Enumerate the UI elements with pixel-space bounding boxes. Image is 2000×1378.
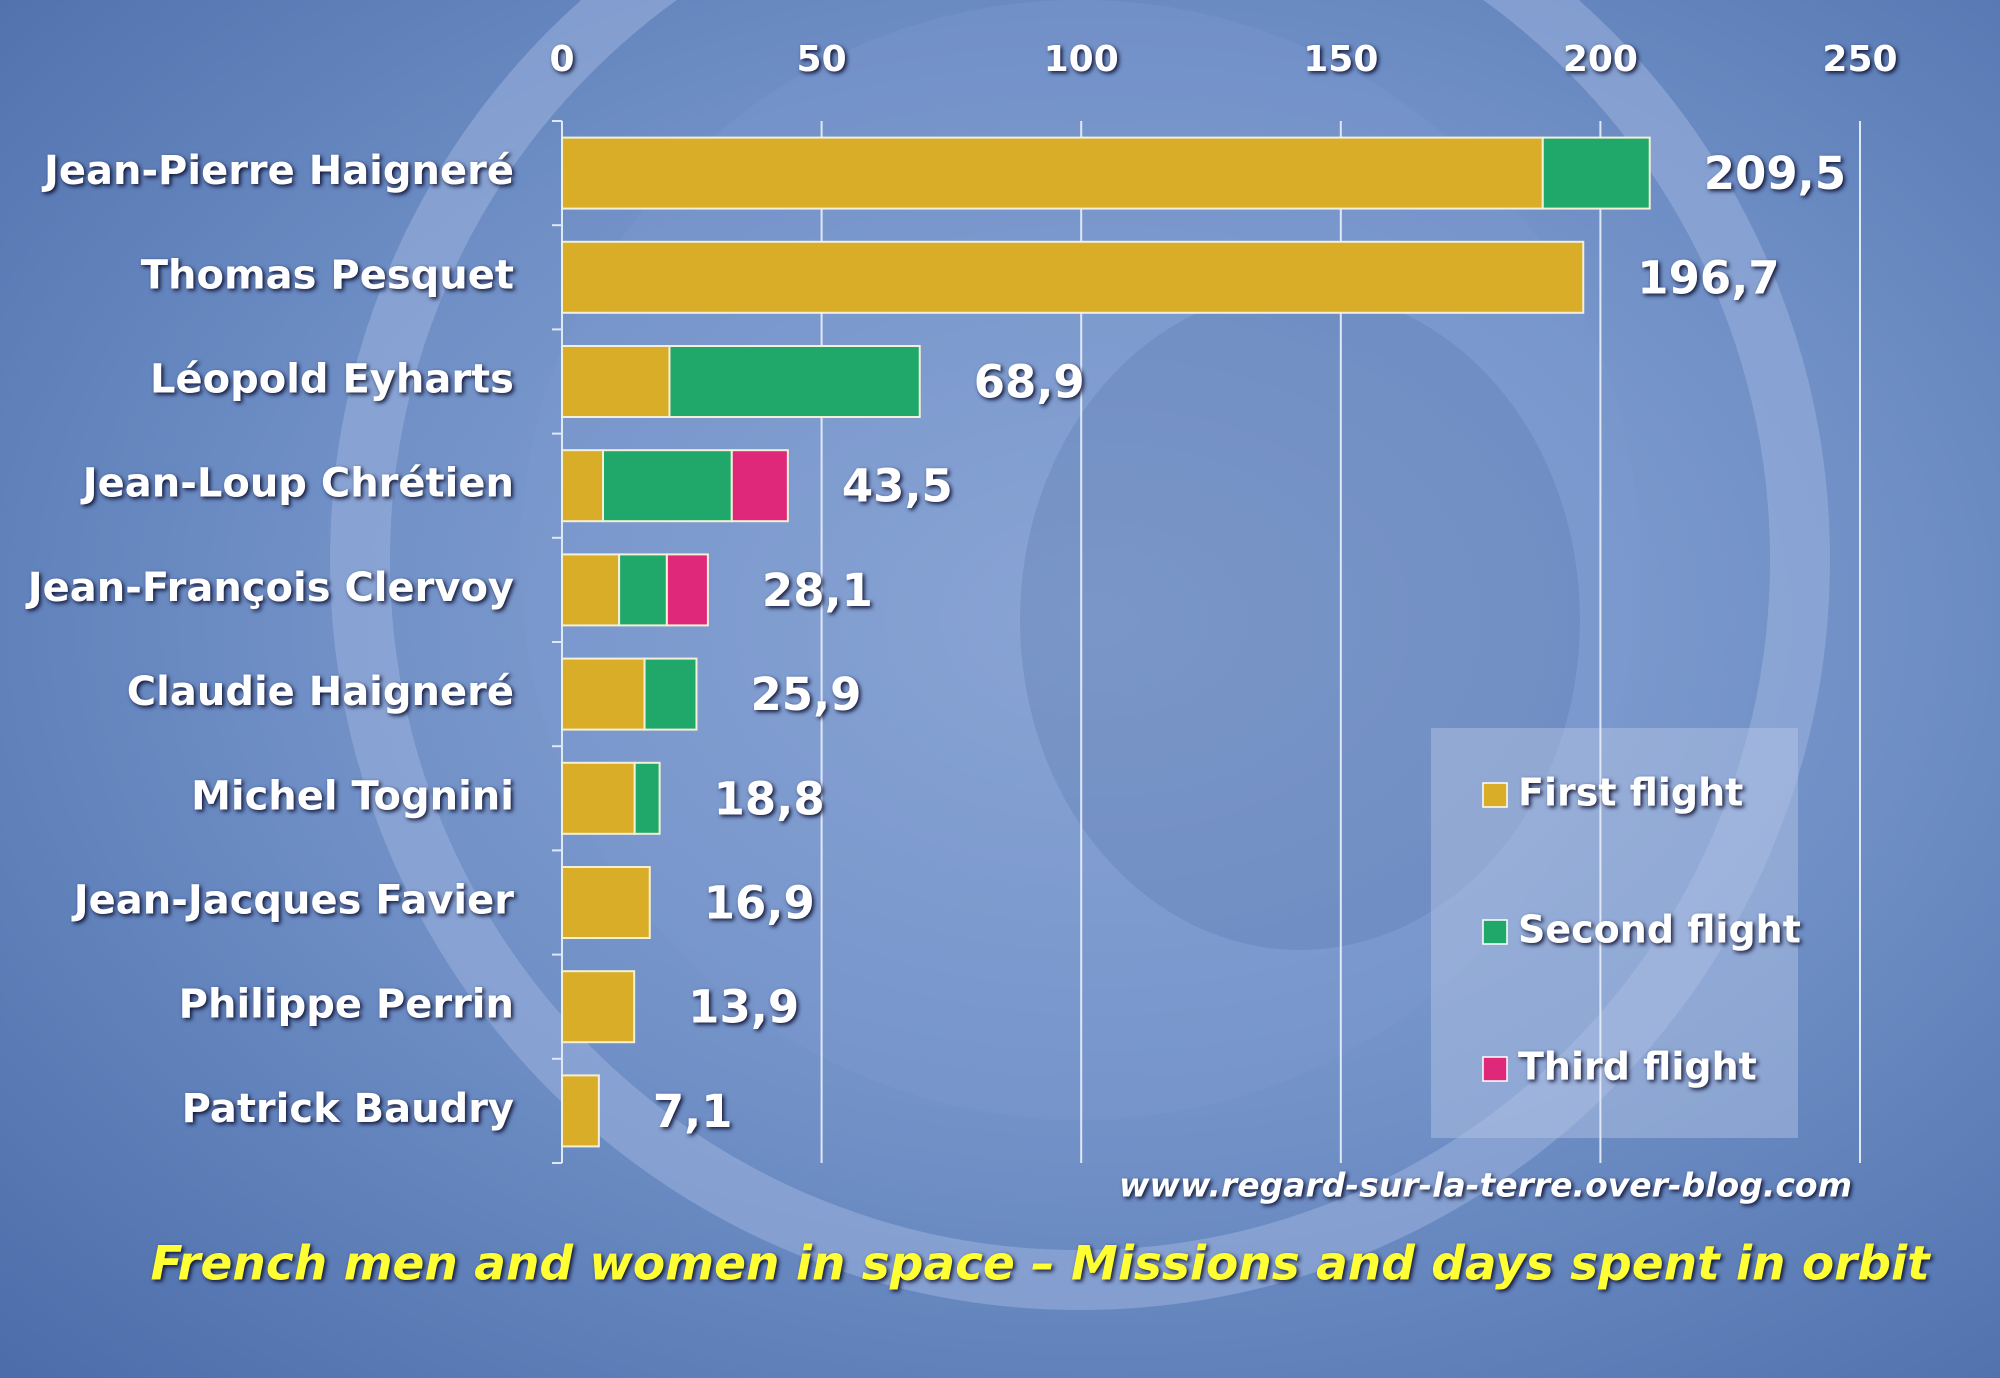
x-tick-label: 250 xyxy=(1822,39,1897,80)
bar-segment xyxy=(561,761,636,835)
bar-segment xyxy=(561,240,1585,314)
value-label: 16,9 xyxy=(704,877,815,930)
x-tick-label: 200 xyxy=(1563,39,1638,80)
value-label: 68,9 xyxy=(974,356,1085,409)
value-label: 28,1 xyxy=(762,564,873,617)
legend-swatch xyxy=(1482,1056,1508,1082)
legend-swatch xyxy=(1482,919,1508,945)
chart-title: French men and women in space – Missions… xyxy=(150,1237,1931,1292)
hatch-ring xyxy=(330,0,1830,1310)
legend-label: Second flight xyxy=(1518,908,1801,952)
legend-label: First flight xyxy=(1518,771,1743,815)
x-tick-label: 150 xyxy=(1303,39,1378,80)
x-tick-label: 50 xyxy=(797,39,847,80)
value-label: 13,9 xyxy=(688,981,799,1034)
photo-figure xyxy=(1020,290,1580,950)
category-label: Philippe Perrin xyxy=(179,982,514,1028)
bar-segment xyxy=(561,1074,600,1148)
bar-segment xyxy=(561,345,671,418)
bar-segment xyxy=(643,657,698,731)
value-label: 43,5 xyxy=(842,460,953,513)
category-label: Patrick Baudry xyxy=(182,1086,514,1132)
category-label: Jean-Jacques Favier xyxy=(71,878,515,924)
bar-segment xyxy=(633,761,661,835)
category-label: Jean-Pierre Haigneré xyxy=(41,148,514,194)
value-label: 7,1 xyxy=(653,1085,733,1138)
x-tick-label: 0 xyxy=(549,39,574,80)
legend-label: Third flight xyxy=(1518,1045,1757,1089)
category-label: Michel Tognini xyxy=(191,773,514,819)
bar-segment xyxy=(561,866,651,939)
bar-segment xyxy=(561,449,605,523)
bar-segment xyxy=(561,970,636,1044)
value-label: 196,7 xyxy=(1637,251,1779,304)
bar-segment xyxy=(1541,136,1651,210)
value-label: 209,5 xyxy=(1704,147,1846,200)
bar-segment xyxy=(618,553,668,627)
bar-segment xyxy=(561,553,621,627)
category-label: Jean-Loup Chrétien xyxy=(80,461,514,507)
category-label: Jean-François Clervoy xyxy=(25,565,514,611)
value-label: 25,9 xyxy=(750,668,861,721)
bar-segment xyxy=(602,449,733,523)
category-label: Léopold Eyharts xyxy=(150,357,514,403)
bar-segment xyxy=(561,657,646,731)
x-tick-label: 100 xyxy=(1044,39,1119,80)
legend-swatch xyxy=(1482,782,1508,808)
category-label: Thomas Pesquet xyxy=(141,252,514,298)
category-label: Claudie Haigneré xyxy=(127,669,514,715)
source-note: www.regard-sur-la-terre.over-blog.com xyxy=(1119,1166,1852,1205)
bar-segment xyxy=(665,553,709,627)
value-label: 18,8 xyxy=(714,772,825,825)
bar-segment xyxy=(668,345,921,418)
bar-segment xyxy=(730,449,789,523)
bar-segment xyxy=(561,136,1544,210)
